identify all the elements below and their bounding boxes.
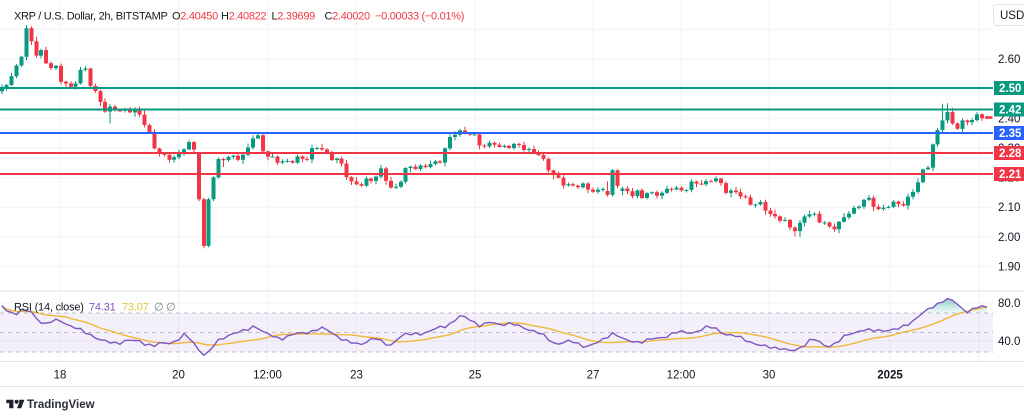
- svg-text:25: 25: [469, 370, 482, 382]
- svg-text:2.10: 2.10: [998, 202, 1020, 214]
- svg-text:12:00: 12:00: [667, 370, 696, 382]
- svg-text:27: 27: [587, 370, 600, 382]
- svg-text:2.21: 2.21: [999, 169, 1022, 181]
- svg-text:2.42: 2.42: [999, 105, 1021, 117]
- svg-text:2025: 2025: [877, 370, 903, 382]
- svg-text:30: 30: [763, 370, 776, 382]
- svg-text:2.00: 2.00: [998, 232, 1020, 244]
- svg-text:18: 18: [54, 370, 67, 382]
- svg-text:XRP / U.S. Dollar, 2h, BITSTAM: XRP / U.S. Dollar, 2h, BITSTAMPO2.40450H…: [14, 11, 464, 23]
- svg-text:2.28: 2.28: [999, 148, 1022, 160]
- svg-text:1.90: 1.90: [998, 262, 1020, 274]
- svg-text:80.0: 80.0: [998, 298, 1020, 310]
- svg-text:TradingView: TradingView: [27, 399, 95, 411]
- svg-text:12:00: 12:00: [253, 370, 282, 382]
- svg-text:2.50: 2.50: [999, 83, 1021, 95]
- svg-text:USD: USD: [1000, 10, 1024, 22]
- svg-text:2.35: 2.35: [999, 128, 1022, 140]
- svg-text:23: 23: [350, 370, 363, 382]
- svg-text:2.60: 2.60: [998, 54, 1020, 66]
- svg-text:40.0: 40.0: [998, 336, 1020, 348]
- svg-text:20: 20: [172, 370, 185, 382]
